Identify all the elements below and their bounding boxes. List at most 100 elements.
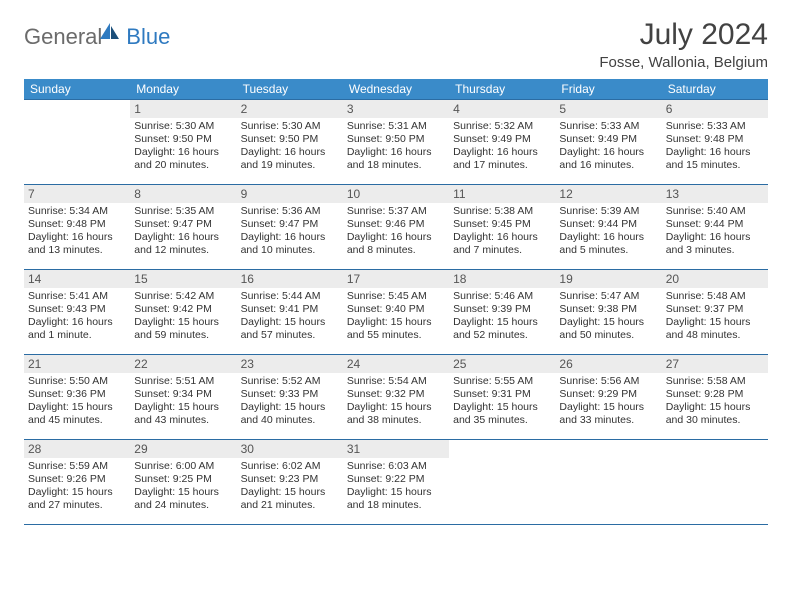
daylight-line: and 18 minutes. [347,499,445,512]
calendar-cell: 9Sunrise: 5:36 AMSunset: 9:47 PMDaylight… [237,185,343,270]
daylight-line: and 30 minutes. [666,414,764,427]
weekday-fri: Friday [555,79,661,100]
weekday-thu: Thursday [449,79,555,100]
daylight-line: Daylight: 15 hours [347,486,445,499]
sunrise-line: Sunrise: 5:38 AM [453,205,551,218]
daylight-line: and 12 minutes. [134,244,232,257]
weekday-wed: Wednesday [343,79,449,100]
day-cell: 18Sunrise: 5:46 AMSunset: 9:39 PMDayligh… [449,270,555,354]
daylight-line: Daylight: 16 hours [347,146,445,159]
daylight-line: and 57 minutes. [241,329,339,342]
sunset-line: Sunset: 9:43 PM [28,303,126,316]
day-number: 29 [130,440,236,458]
day-number: 9 [237,185,343,203]
daylight-line: and 45 minutes. [28,414,126,427]
bottom-rule [24,524,768,525]
sunrise-line: Sunrise: 5:42 AM [134,290,232,303]
day-cell: 5Sunrise: 5:33 AMSunset: 9:49 PMDaylight… [555,100,661,184]
day-number: 30 [237,440,343,458]
daylight-line: Daylight: 16 hours [453,146,551,159]
sunset-line: Sunset: 9:31 PM [453,388,551,401]
daylight-line: Daylight: 16 hours [28,231,126,244]
day-number: 6 [662,100,768,118]
day-cell: 26Sunrise: 5:56 AMSunset: 9:29 PMDayligh… [555,355,661,439]
day-cell: 17Sunrise: 5:45 AMSunset: 9:40 PMDayligh… [343,270,449,354]
day-number: 21 [24,355,130,373]
daylight-line: Daylight: 16 hours [666,231,764,244]
daylight-line: and 15 minutes. [666,159,764,172]
day-cell: 2Sunrise: 5:30 AMSunset: 9:50 PMDaylight… [237,100,343,184]
day-cell: 27Sunrise: 5:58 AMSunset: 9:28 PMDayligh… [662,355,768,439]
location-subtitle: Fosse, Wallonia, Belgium [599,54,768,71]
day-cell: 25Sunrise: 5:55 AMSunset: 9:31 PMDayligh… [449,355,555,439]
day-number: 15 [130,270,236,288]
daylight-line: Daylight: 15 hours [241,486,339,499]
sunset-line: Sunset: 9:50 PM [347,133,445,146]
sunset-line: Sunset: 9:25 PM [134,473,232,486]
sunset-line: Sunset: 9:42 PM [134,303,232,316]
sunset-line: Sunset: 9:49 PM [559,133,657,146]
day-cell: 24Sunrise: 5:54 AMSunset: 9:32 PMDayligh… [343,355,449,439]
calendar-cell: 30Sunrise: 6:02 AMSunset: 9:23 PMDayligh… [237,440,343,525]
sunrise-line: Sunrise: 5:34 AM [28,205,126,218]
daylight-line: and 43 minutes. [134,414,232,427]
calendar-cell: 6Sunrise: 5:33 AMSunset: 9:48 PMDaylight… [662,100,768,185]
day-number: 28 [24,440,130,458]
sunrise-line: Sunrise: 5:48 AM [666,290,764,303]
daylight-line: and 5 minutes. [559,244,657,257]
sunrise-line: Sunrise: 5:37 AM [347,205,445,218]
day-cell: 6Sunrise: 5:33 AMSunset: 9:48 PMDaylight… [662,100,768,184]
day-cell: 11Sunrise: 5:38 AMSunset: 9:45 PMDayligh… [449,185,555,269]
sunrise-line: Sunrise: 5:30 AM [134,120,232,133]
calendar-table: Sunday Monday Tuesday Wednesday Thursday… [24,79,768,524]
day-cell: 9Sunrise: 5:36 AMSunset: 9:47 PMDaylight… [237,185,343,269]
day-cell: 29Sunrise: 6:00 AMSunset: 9:25 PMDayligh… [130,440,236,524]
sunset-line: Sunset: 9:34 PM [134,388,232,401]
day-number: 20 [662,270,768,288]
brand-part1: General [24,24,102,50]
calendar-week-row: 7Sunrise: 5:34 AMSunset: 9:48 PMDaylight… [24,185,768,270]
calendar-cell: 18Sunrise: 5:46 AMSunset: 9:39 PMDayligh… [449,270,555,355]
sunset-line: Sunset: 9:41 PM [241,303,339,316]
day-cell: 4Sunrise: 5:32 AMSunset: 9:49 PMDaylight… [449,100,555,184]
day-number: 13 [662,185,768,203]
calendar-cell: 12Sunrise: 5:39 AMSunset: 9:44 PMDayligh… [555,185,661,270]
daylight-line: and 21 minutes. [241,499,339,512]
daylight-line: and 35 minutes. [453,414,551,427]
sunrise-line: Sunrise: 5:41 AM [28,290,126,303]
calendar-cell: 27Sunrise: 5:58 AMSunset: 9:28 PMDayligh… [662,355,768,440]
calendar-cell [24,100,130,185]
day-number: 26 [555,355,661,373]
sunrise-line: Sunrise: 5:44 AM [241,290,339,303]
day-number: 14 [24,270,130,288]
calendar-cell [555,440,661,525]
weekday-sun: Sunday [24,79,130,100]
day-number: 18 [449,270,555,288]
sunset-line: Sunset: 9:46 PM [347,218,445,231]
day-cell [662,440,768,524]
weekday-row: Sunday Monday Tuesday Wednesday Thursday… [24,79,768,100]
calendar-cell: 1Sunrise: 5:30 AMSunset: 9:50 PMDaylight… [130,100,236,185]
daylight-line: and 33 minutes. [559,414,657,427]
day-cell: 21Sunrise: 5:50 AMSunset: 9:36 PMDayligh… [24,355,130,439]
daylight-line: Daylight: 16 hours [134,146,232,159]
daylight-line: and 40 minutes. [241,414,339,427]
day-cell: 31Sunrise: 6:03 AMSunset: 9:22 PMDayligh… [343,440,449,524]
day-cell: 7Sunrise: 5:34 AMSunset: 9:48 PMDaylight… [24,185,130,269]
calendar-week-row: 28Sunrise: 5:59 AMSunset: 9:26 PMDayligh… [24,440,768,525]
sail-icon [100,23,120,39]
day-cell: 30Sunrise: 6:02 AMSunset: 9:23 PMDayligh… [237,440,343,524]
day-number: 4 [449,100,555,118]
sunset-line: Sunset: 9:50 PM [241,133,339,146]
day-cell: 28Sunrise: 5:59 AMSunset: 9:26 PMDayligh… [24,440,130,524]
sunset-line: Sunset: 9:47 PM [134,218,232,231]
day-number: 25 [449,355,555,373]
daylight-line: Daylight: 16 hours [28,316,126,329]
sunrise-line: Sunrise: 6:00 AM [134,460,232,473]
page-title: July 2024 [599,18,768,52]
calendar-cell: 20Sunrise: 5:48 AMSunset: 9:37 PMDayligh… [662,270,768,355]
daylight-line: and 50 minutes. [559,329,657,342]
day-number: 19 [555,270,661,288]
daylight-line: and 24 minutes. [134,499,232,512]
calendar-head: Sunday Monday Tuesday Wednesday Thursday… [24,79,768,100]
